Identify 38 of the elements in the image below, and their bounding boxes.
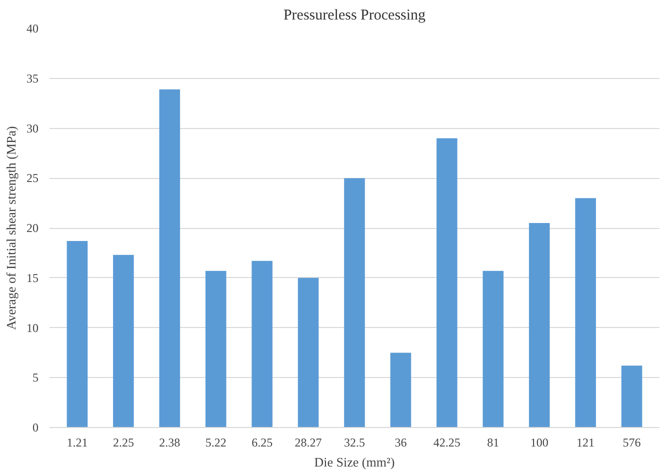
bar: [482, 270, 504, 428]
bar: [344, 178, 365, 428]
chart-title: Pressureless Processing: [283, 8, 426, 24]
bar: [621, 366, 642, 428]
x-tick-label: 100: [530, 436, 548, 450]
bar: [113, 254, 134, 428]
bar: [159, 89, 180, 428]
y-axis-title: Average of Initial shear strength (MPa): [4, 126, 18, 330]
x-tick-label: 5.22: [205, 436, 226, 450]
y-tick-label: 0: [32, 420, 38, 434]
x-axis-title: Die Size (mm²): [314, 454, 395, 470]
y-tick-label: 30: [26, 121, 38, 136]
x-tick-label: 42.25: [433, 436, 460, 450]
y-tick-label: 20: [26, 221, 38, 235]
x-tick-label: 576: [622, 436, 641, 450]
x-tick-label: 81: [487, 436, 500, 450]
bar: [66, 240, 88, 428]
bar: [390, 352, 412, 428]
x-tick-label: 32.5: [344, 436, 365, 450]
y-tick-label: 35: [26, 71, 38, 86]
x-tick-label: 121: [576, 436, 595, 450]
y-tick-label: 15: [26, 270, 38, 285]
x-tick-label: 36: [394, 436, 407, 450]
x-tick-label: 28.27: [294, 436, 322, 450]
bar: [528, 223, 550, 428]
bar: [436, 138, 458, 428]
x-tick-label: 6.25: [252, 436, 273, 450]
x-tick-label: 2.38: [159, 436, 180, 450]
y-tick-label: 25: [26, 171, 38, 186]
y-tick-label: 40: [26, 22, 38, 36]
bar: [298, 278, 319, 428]
x-tick-label: 1.21: [66, 436, 88, 450]
bar: [205, 270, 226, 428]
y-tick-label: 10: [26, 320, 38, 335]
bar: [575, 198, 596, 428]
x-tick-label: 2.25: [112, 436, 134, 450]
bar: [252, 260, 272, 428]
y-tick-label: 5: [32, 370, 38, 385]
